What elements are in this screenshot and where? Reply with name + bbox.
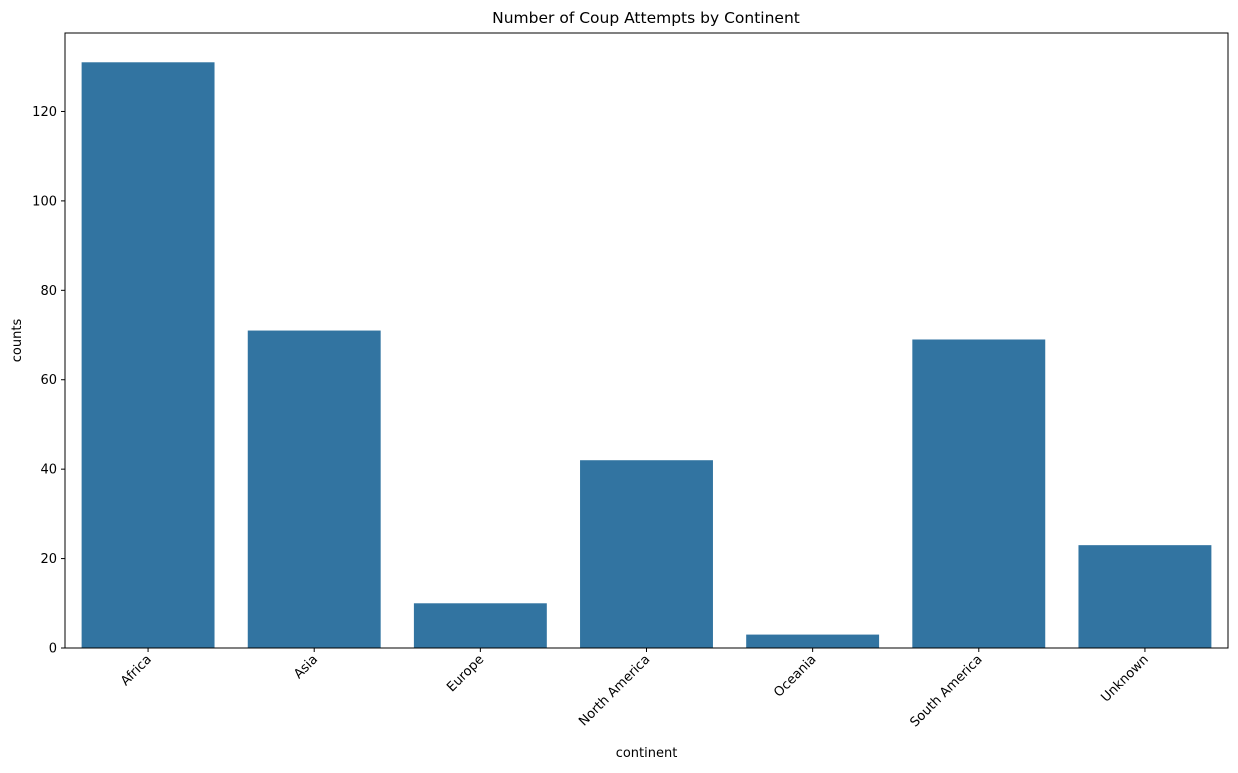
y-axis-title: counts bbox=[10, 319, 25, 363]
bar-europe bbox=[413, 603, 547, 648]
x-axis: Africa Asia Europe North America Oceania Sout… bbox=[118, 648, 1152, 730]
plot-frame bbox=[64, 32, 1229, 649]
x-axis-title: continent bbox=[616, 746, 678, 761]
y-tick-label: 40 bbox=[40, 463, 57, 478]
x-tick-label: Oceania bbox=[771, 652, 819, 700]
chart-title: Number of Coup Attempts by Continent bbox=[492, 9, 800, 27]
y-tick-label: 20 bbox=[40, 552, 57, 567]
x-tick-label: Africa bbox=[118, 652, 155, 689]
x-tick-label: Unknown bbox=[1098, 652, 1151, 705]
y-tick-label: 60 bbox=[40, 373, 57, 388]
bar-north-america bbox=[580, 460, 713, 648]
bar-asia bbox=[247, 330, 381, 648]
bar-africa bbox=[81, 62, 215, 649]
y-tick-label: 100 bbox=[32, 194, 57, 209]
x-tick-label: South America bbox=[907, 652, 985, 730]
bar-unknown bbox=[1078, 545, 1212, 648]
x-tick-label: Asia bbox=[291, 652, 321, 682]
y-tick-label: 120 bbox=[32, 105, 57, 120]
bar-south-america bbox=[912, 339, 1046, 648]
y-tick-label: 0 bbox=[49, 642, 57, 657]
x-tick-label: North America bbox=[576, 652, 653, 729]
y-tick-label: 80 bbox=[40, 284, 57, 299]
x-tick-label: Europe bbox=[444, 652, 487, 695]
bar-oceania bbox=[746, 634, 880, 648]
y-axis: 0 20 40 60 80 100 120 bbox=[32, 105, 65, 657]
bars-layer bbox=[81, 62, 1212, 649]
